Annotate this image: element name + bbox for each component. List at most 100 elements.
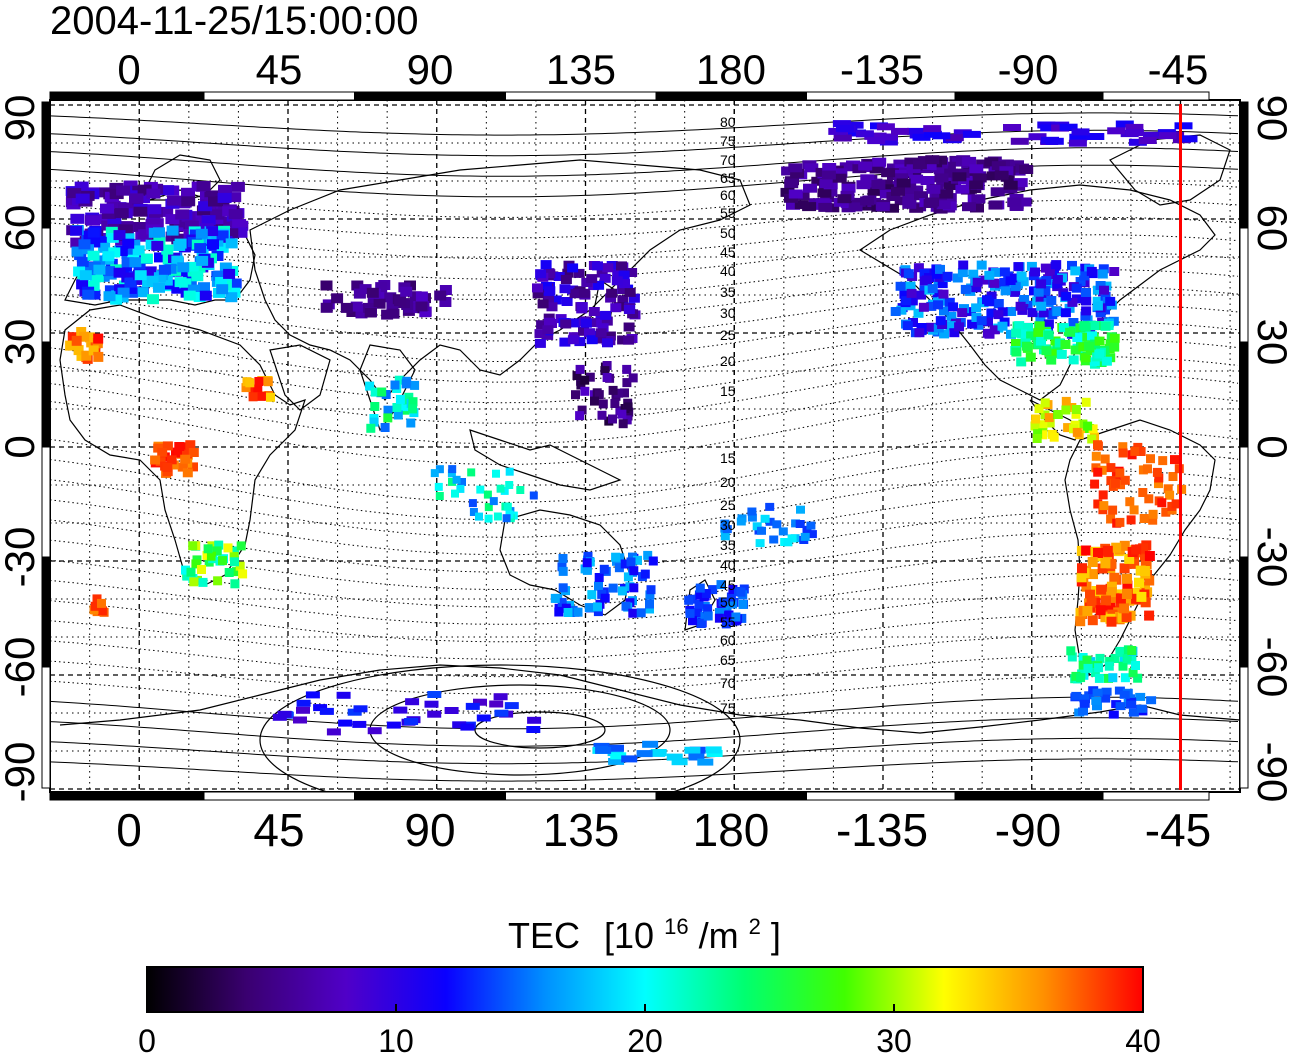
tec-cell bbox=[1066, 646, 1076, 656]
tec-cell bbox=[902, 321, 913, 331]
tec-cell bbox=[989, 278, 1000, 288]
tec-cell bbox=[435, 492, 444, 500]
tec-cell bbox=[1146, 454, 1155, 464]
tec-cell bbox=[121, 257, 134, 268]
tec-cell bbox=[629, 566, 639, 576]
tec-cell bbox=[434, 290, 447, 301]
tec-cell bbox=[1138, 543, 1149, 554]
tec-cell bbox=[976, 316, 987, 326]
tec-cell bbox=[208, 196, 222, 207]
tec-cell bbox=[79, 331, 90, 342]
tec-cell bbox=[994, 170, 1009, 180]
tec-cell bbox=[705, 746, 722, 754]
tec-cell bbox=[1146, 696, 1157, 705]
tec-cell bbox=[165, 214, 180, 225]
tec-cell bbox=[780, 187, 795, 197]
top-longitude-tick: 0 bbox=[117, 46, 140, 93]
tec-cell bbox=[352, 720, 367, 728]
tec-cell bbox=[1067, 297, 1078, 307]
contour-label-north: 70 bbox=[720, 152, 736, 168]
top-longitude-tick: 135 bbox=[546, 46, 616, 93]
tec-cell bbox=[173, 241, 186, 251]
tec-cell bbox=[171, 283, 184, 294]
tec-cell bbox=[1140, 597, 1151, 608]
contour-line bbox=[50, 634, 1239, 678]
contour-label-south: 25 bbox=[720, 497, 736, 513]
tec-cell bbox=[623, 572, 633, 582]
tec-cell bbox=[790, 168, 805, 178]
tec-cell bbox=[934, 173, 949, 183]
tec-cell bbox=[633, 555, 642, 565]
tec-cell bbox=[1087, 557, 1098, 567]
tec-cell bbox=[88, 237, 101, 248]
tec-cell bbox=[958, 260, 969, 270]
tec-cell bbox=[913, 308, 924, 318]
tec-cell bbox=[718, 597, 728, 607]
tec-cell bbox=[224, 228, 239, 239]
tec-cell bbox=[871, 180, 886, 189]
tec-cell bbox=[558, 583, 568, 593]
tec-cell bbox=[213, 576, 223, 586]
tec-cell bbox=[867, 137, 886, 145]
tec-cell bbox=[1086, 597, 1097, 608]
tec-cell bbox=[890, 307, 901, 316]
tec-cell bbox=[1071, 409, 1081, 419]
tec-cell bbox=[1119, 603, 1130, 614]
tec-cell bbox=[557, 562, 567, 572]
tec-cell bbox=[957, 268, 968, 278]
tec-cell bbox=[383, 413, 393, 423]
tec-cell bbox=[177, 262, 190, 273]
left-latitude-tick: 90 bbox=[0, 95, 43, 142]
contour-label-south: 45 bbox=[720, 577, 736, 593]
tec-cell bbox=[896, 305, 907, 315]
contour-line bbox=[50, 182, 1239, 218]
tec-cell bbox=[475, 512, 483, 521]
tec-cell bbox=[107, 214, 122, 225]
tec-cell bbox=[1120, 673, 1130, 683]
tec-cell bbox=[594, 581, 603, 591]
tec-cell bbox=[588, 307, 600, 316]
tec-cell bbox=[516, 486, 525, 494]
contour-label-south: 70 bbox=[720, 675, 736, 691]
tec-cell bbox=[584, 603, 594, 613]
tec-cell bbox=[1140, 582, 1150, 592]
tec-cell bbox=[972, 173, 987, 183]
top-longitude-labels: 0 45 90 135 180 -135 -90 -45 bbox=[117, 46, 1208, 93]
tec-cell bbox=[180, 454, 191, 464]
tec-cell bbox=[204, 190, 219, 201]
tec-cell bbox=[134, 270, 147, 281]
tec-cell bbox=[601, 316, 613, 326]
contour-label-north: 80 bbox=[720, 114, 736, 130]
left-axis-bar bbox=[41, 341, 51, 448]
tec-cell bbox=[1115, 593, 1126, 604]
colorbar-unit-end: ] bbox=[771, 915, 781, 956]
tec-cell bbox=[188, 211, 203, 222]
tec-cell bbox=[788, 189, 803, 199]
tec-cell bbox=[359, 284, 372, 295]
tec-cell bbox=[962, 156, 977, 166]
tec-cell bbox=[1061, 405, 1071, 415]
tec-cell bbox=[1139, 566, 1150, 576]
tec-cell bbox=[918, 302, 929, 312]
tec-cell bbox=[65, 340, 76, 351]
tec-cell bbox=[227, 192, 242, 203]
tec-cell bbox=[93, 333, 104, 344]
tec-cell bbox=[1061, 396, 1071, 406]
tec-cell bbox=[451, 489, 459, 498]
tec-cell bbox=[728, 585, 738, 594]
tec-cell bbox=[606, 288, 618, 298]
tec-cell bbox=[1157, 498, 1167, 508]
tec-cell bbox=[1084, 341, 1095, 351]
tec-cell bbox=[211, 251, 224, 261]
contour-line bbox=[50, 470, 1239, 538]
tec-cell bbox=[1092, 296, 1103, 306]
tec-cell bbox=[1179, 135, 1198, 143]
tec-cell bbox=[1033, 287, 1044, 297]
tec-cell bbox=[115, 237, 130, 248]
contour-label-south: 60 bbox=[720, 632, 736, 648]
tec-cell bbox=[1060, 308, 1071, 318]
right-latitude-tick: 90 bbox=[1249, 95, 1292, 142]
tec-cell bbox=[573, 607, 583, 617]
tec-cell bbox=[933, 165, 948, 175]
contour-line bbox=[50, 593, 1239, 643]
